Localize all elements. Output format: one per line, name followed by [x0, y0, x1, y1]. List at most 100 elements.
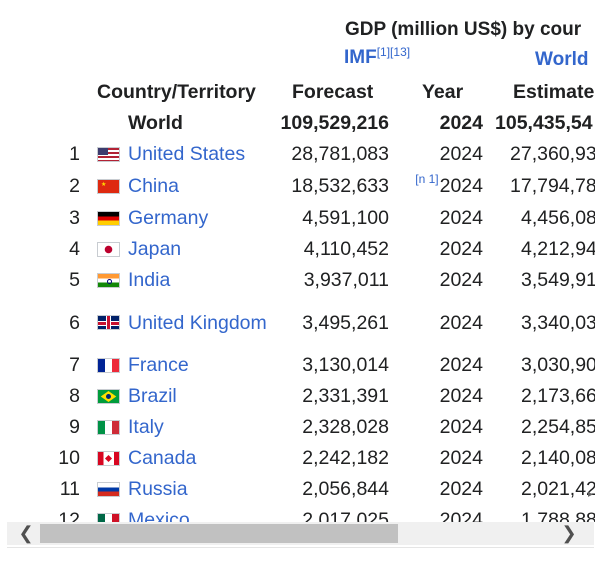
- forecast-year: 2024: [439, 207, 483, 229]
- country-link[interactable]: United Kingdom: [128, 311, 267, 334]
- scroll-right-button[interactable]: ❯: [558, 522, 580, 545]
- country-link[interactable]: Canada: [128, 447, 197, 469]
- rank: 5: [69, 269, 80, 291]
- country-link[interactable]: Germany: [128, 207, 209, 229]
- table-row: 11 Russia 2,056,844 2024 2,021,42: [0, 474, 595, 505]
- forecast-value: 4,110,452: [303, 238, 389, 260]
- ca-flag-icon: [97, 451, 120, 466]
- imf-link[interactable]: IMF: [344, 47, 377, 68]
- rank: 11: [59, 478, 80, 500]
- in-flag-icon: [97, 273, 120, 288]
- estimate-value: 2,140,08: [521, 447, 595, 469]
- country-link[interactable]: Mexico: [128, 509, 190, 522]
- rank: 9: [69, 416, 80, 438]
- table-row: 7 France 3,130,014 2024 3,030,90: [0, 350, 595, 381]
- imf-references[interactable]: [1][13]: [376, 45, 411, 59]
- table-caption: GDP (million US$) by cour: [345, 19, 582, 40]
- forecast-year: 2024: [439, 478, 483, 500]
- table-row: 5 India 3,937,011 2024 3,549,91: [0, 265, 595, 296]
- table-row: 9 Italy 2,328,028 2024 2,254,85: [0, 412, 595, 443]
- table-row: 3 Germany 4,591,100 2024 4,456,08: [0, 203, 595, 234]
- scrollbar-thumb[interactable]: [40, 524, 398, 543]
- country-link[interactable]: China: [128, 175, 179, 197]
- country-link[interactable]: Russia: [128, 478, 188, 500]
- header-year[interactable]: Year: [422, 81, 464, 103]
- forecast-year: 2024: [439, 143, 483, 165]
- jp-flag-icon: [97, 242, 120, 257]
- table-row: 1 United States 28,781,083 2024 27,360,9…: [0, 139, 595, 170]
- country-link[interactable]: United States: [128, 143, 246, 165]
- rank: 10: [58, 447, 80, 469]
- table-row: 6 United Kingdom 3,495,261 2024 3,340,03: [0, 297, 595, 349]
- table-row: 8 Brazil 2,331,391 2024 2,173,66: [0, 381, 595, 412]
- header-country[interactable]: Country/Territory: [97, 81, 256, 103]
- table-row: 4 Japan 4,110,452 2024 4,212,94: [0, 234, 595, 265]
- forecast-value: 3,937,011: [303, 269, 389, 291]
- forecast-year: 2024: [439, 416, 483, 438]
- rank: 6: [69, 311, 80, 334]
- it-flag-icon: [97, 420, 120, 435]
- estimate-value: 27,360,93: [510, 143, 595, 165]
- forecast-value: 2,017,025: [302, 509, 389, 522]
- forecast-value: 4,591,100: [302, 207, 389, 229]
- br-flag-icon: [97, 389, 120, 404]
- rank: 12: [58, 509, 80, 522]
- us-flag-icon: [97, 147, 120, 162]
- estimate-value: 2,173,66: [521, 385, 595, 407]
- forecast-year: 2024: [439, 175, 483, 197]
- uk-flag-icon: [97, 314, 120, 330]
- country-link[interactable]: Brazil: [128, 385, 177, 407]
- cn-flag-icon: ★: [97, 179, 120, 194]
- estimate-value: 2,021,42: [521, 478, 595, 500]
- gdp-table-viewport[interactable]: GDP (million US$) by cour IMF[1][13] Wor…: [0, 0, 595, 522]
- fr-flag-icon: [97, 358, 120, 373]
- vertical-scroll-indicator[interactable]: ▸: [588, 489, 594, 500]
- forecast-value: 2,331,391: [302, 385, 389, 407]
- country-link[interactable]: India: [128, 269, 171, 291]
- forecast-year: 2024: [439, 447, 483, 469]
- table-row: 10 Canada 2,242,182 2024 2,140,08: [0, 443, 595, 474]
- forecast-value: 18,532,633: [291, 175, 389, 197]
- forecast-year: 2024: [439, 354, 483, 376]
- chevron-left-icon: ❮: [18, 523, 34, 543]
- footnote-link[interactable]: [n 1]: [415, 172, 439, 186]
- world-row: World 109,529,216 2024 105,435,54: [0, 108, 595, 139]
- estimate-value: 17,794,78: [510, 175, 595, 197]
- forecast-year: 2024: [439, 238, 483, 260]
- country-link[interactable]: Japan: [128, 238, 182, 260]
- world-bank-link[interactable]: World: [535, 49, 589, 70]
- ru-flag-icon: [97, 482, 120, 497]
- world-year: 2024: [439, 112, 483, 134]
- world-label: World: [128, 112, 183, 134]
- table-row: 2 ★ China 18,532,633 [n 1] 2024 17,794,78: [0, 171, 595, 202]
- estimate-value: 4,212,94: [521, 238, 595, 260]
- country-link[interactable]: Italy: [128, 416, 164, 438]
- rank: 1: [69, 143, 80, 165]
- world-forecast: 109,529,216: [280, 112, 389, 134]
- header-estimate[interactable]: Estimate: [513, 81, 595, 103]
- rank: 2: [69, 175, 80, 197]
- forecast-value: 3,130,014: [302, 354, 389, 376]
- rank: 4: [69, 238, 80, 260]
- estimate-value: 1,788,88: [521, 509, 595, 522]
- estimate-value: 3,030,90: [521, 354, 595, 376]
- estimate-value: 3,340,03: [521, 311, 595, 334]
- table-row: 12 Mexico 2,017,025 2024 1,788,88: [0, 505, 595, 522]
- estimate-value: 2,254,85: [521, 416, 595, 438]
- scroll-left-button[interactable]: ❮: [15, 522, 37, 545]
- rank: 8: [69, 385, 80, 407]
- forecast-value: 28,781,083: [291, 143, 389, 165]
- world-estimate: 105,435,54: [495, 112, 593, 134]
- rank: 3: [69, 207, 80, 229]
- country-link[interactable]: France: [128, 354, 189, 376]
- horizontal-scrollbar[interactable]: ❮ ❯: [7, 522, 594, 545]
- forecast-value: 2,056,844: [302, 478, 389, 500]
- estimate-value: 4,456,08: [521, 207, 595, 229]
- estimate-value: 3,549,91: [521, 269, 595, 291]
- header-forecast[interactable]: Forecast: [292, 81, 374, 103]
- rank: 7: [69, 354, 80, 376]
- forecast-value: 2,328,028: [302, 416, 389, 438]
- forecast-value: 2,242,182: [302, 447, 389, 469]
- forecast-year: 2024: [439, 509, 483, 522]
- divider: [7, 547, 594, 548]
